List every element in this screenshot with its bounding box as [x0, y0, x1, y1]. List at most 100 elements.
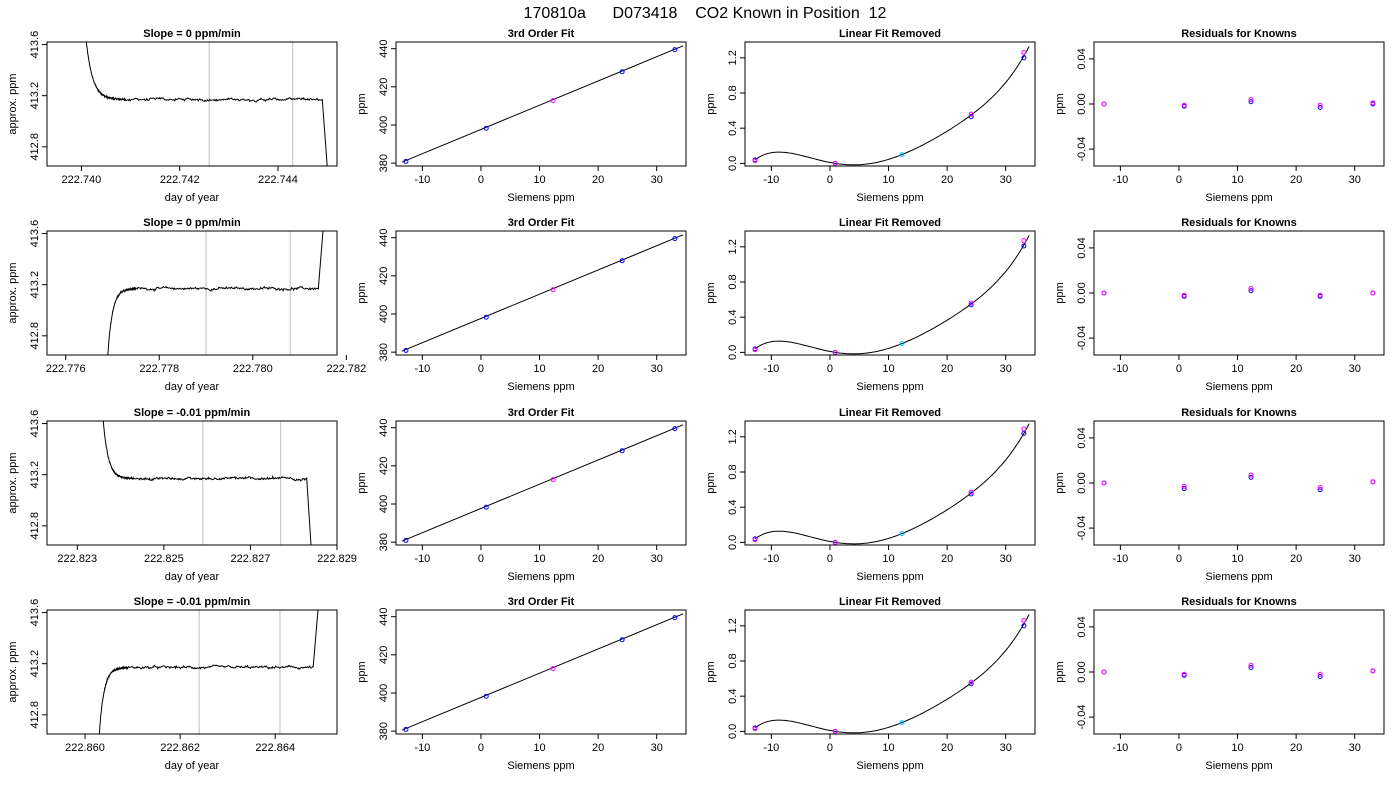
y-tick-label: 412.8	[29, 133, 41, 161]
y-tick-label: -0.04	[1076, 137, 1088, 162]
panel-title: Slope = -0.01 ppm/min	[134, 596, 251, 608]
data-point	[832, 160, 838, 166]
x-tick-label: -10	[1112, 742, 1128, 754]
data-point	[1021, 623, 1027, 629]
plot-frame	[395, 41, 687, 167]
data-point	[403, 726, 409, 732]
data-point	[1021, 50, 1027, 56]
panel-r0-c3: Residuals for Knowns -10 0 10 20 30 -0.04 0.00 0…	[1054, 28, 1385, 204]
data-point	[968, 679, 974, 685]
data-point	[483, 504, 489, 510]
y-tick-label: 0.0	[727, 724, 739, 739]
y-axis-label: ppm	[356, 472, 368, 493]
plot-frame	[1093, 230, 1385, 356]
y-axis-label: ppm	[705, 661, 717, 682]
x-axis-label: Siemens ppm	[1205, 381, 1272, 393]
x-tick-label: 222.744	[258, 174, 298, 186]
y-tick-label: 412.8	[29, 322, 41, 350]
y-axis-label: ppm	[1054, 472, 1066, 493]
data-point	[619, 448, 625, 454]
y-tick-label: -0.04	[1076, 516, 1088, 541]
data-point	[1248, 472, 1254, 478]
x-tick-label: 10	[533, 174, 545, 186]
y-tick-label: -0.04	[1076, 326, 1088, 351]
data-point	[832, 728, 838, 734]
panel-title: Residuals for Knowns	[1181, 217, 1297, 229]
x-tick-label: 0	[478, 174, 484, 186]
data-point	[1317, 102, 1323, 108]
y-tick-label: 413.6	[29, 599, 41, 627]
plot-frame	[395, 230, 687, 356]
y-tick-label: 440	[378, 418, 390, 436]
panel-r2-c0: Slope = -0.01 ppm/min 222.823 222.825 222.8…	[7, 407, 357, 583]
y-axis-label: approx. ppm	[7, 73, 19, 134]
data-point	[1181, 102, 1187, 108]
y-tick-label: 0.00	[1076, 661, 1088, 682]
plot-area	[1101, 285, 1376, 299]
y-tick-label: 420	[378, 78, 390, 96]
data-point	[1370, 479, 1376, 485]
data-point	[1021, 426, 1027, 432]
plot-area	[107, 231, 324, 355]
y-tick-label: 413.2	[29, 650, 41, 678]
x-tick-label: 10	[882, 553, 894, 565]
x-tick-label: 20	[941, 742, 953, 754]
x-tick-label: 20	[592, 553, 604, 565]
plot-area	[401, 45, 684, 164]
data-point	[550, 98, 556, 104]
x-tick-label: 222.780	[233, 363, 273, 375]
y-tick-label: 380	[378, 533, 390, 551]
main-title: 170810a D073418 CO2 Known in Position 12	[524, 5, 887, 22]
plot-frame	[744, 230, 1036, 356]
x-tick-label: 30	[1349, 174, 1361, 186]
data-point	[1021, 243, 1027, 249]
y-tick-label: 0.0	[727, 345, 739, 360]
plot-frame	[46, 609, 338, 735]
panel-title: Linear Fit Removed	[839, 28, 941, 40]
concentration-trace	[98, 610, 319, 734]
x-tick-label: 10	[882, 742, 894, 754]
x-tick-label: 10	[1231, 553, 1243, 565]
data-point	[1181, 671, 1187, 677]
x-tick-label: 222.740	[62, 174, 102, 186]
x-axis-label: Siemens ppm	[1205, 192, 1272, 204]
x-tick-label: -10	[1112, 174, 1128, 186]
data-point	[1370, 100, 1376, 106]
x-tick-label: 10	[533, 553, 545, 565]
data-point	[1248, 474, 1254, 480]
x-tick-label: -10	[414, 553, 430, 565]
plot-area	[752, 614, 1030, 734]
y-tick-label: 440	[378, 228, 390, 246]
plot-frame	[744, 420, 1036, 546]
panel-title: Slope = 0 ppm/min	[143, 217, 241, 229]
y-axis-label: ppm	[1054, 93, 1066, 114]
x-tick-label: 20	[592, 174, 604, 186]
y-tick-label: 0.04	[1076, 48, 1088, 69]
data-point	[968, 489, 974, 495]
data-point	[403, 537, 409, 543]
x-tick-label: 222.862	[160, 742, 200, 754]
panel-title: 3rd Order Fit	[508, 407, 575, 419]
x-axis-label: Siemens ppm	[1205, 571, 1272, 583]
y-axis-label: approx. ppm	[7, 641, 19, 702]
x-axis-label: Siemens ppm	[507, 381, 574, 393]
fit-line	[401, 613, 684, 731]
plot-area	[85, 42, 328, 166]
y-tick-label: 1.2	[727, 239, 739, 254]
data-point	[1021, 618, 1027, 624]
x-tick-label: 20	[941, 174, 953, 186]
data-point	[832, 539, 838, 545]
x-tick-label: -10	[763, 363, 779, 375]
x-tick-label: -10	[414, 742, 430, 754]
panel-r0-c1: 3rd Order Fit -10 0 10 20 30 380 400 420 440 Sieme…	[356, 28, 687, 204]
x-tick-label: 30	[1000, 363, 1012, 375]
data-point	[1021, 55, 1027, 61]
y-tick-label: 1.2	[727, 429, 739, 444]
data-point	[1317, 104, 1323, 110]
x-axis-label: day of year	[165, 571, 220, 583]
x-tick-label: -10	[763, 174, 779, 186]
data-point	[1181, 483, 1187, 489]
plot-frame	[395, 420, 687, 546]
y-tick-label: 412.8	[29, 701, 41, 729]
x-tick-label: 30	[651, 363, 663, 375]
